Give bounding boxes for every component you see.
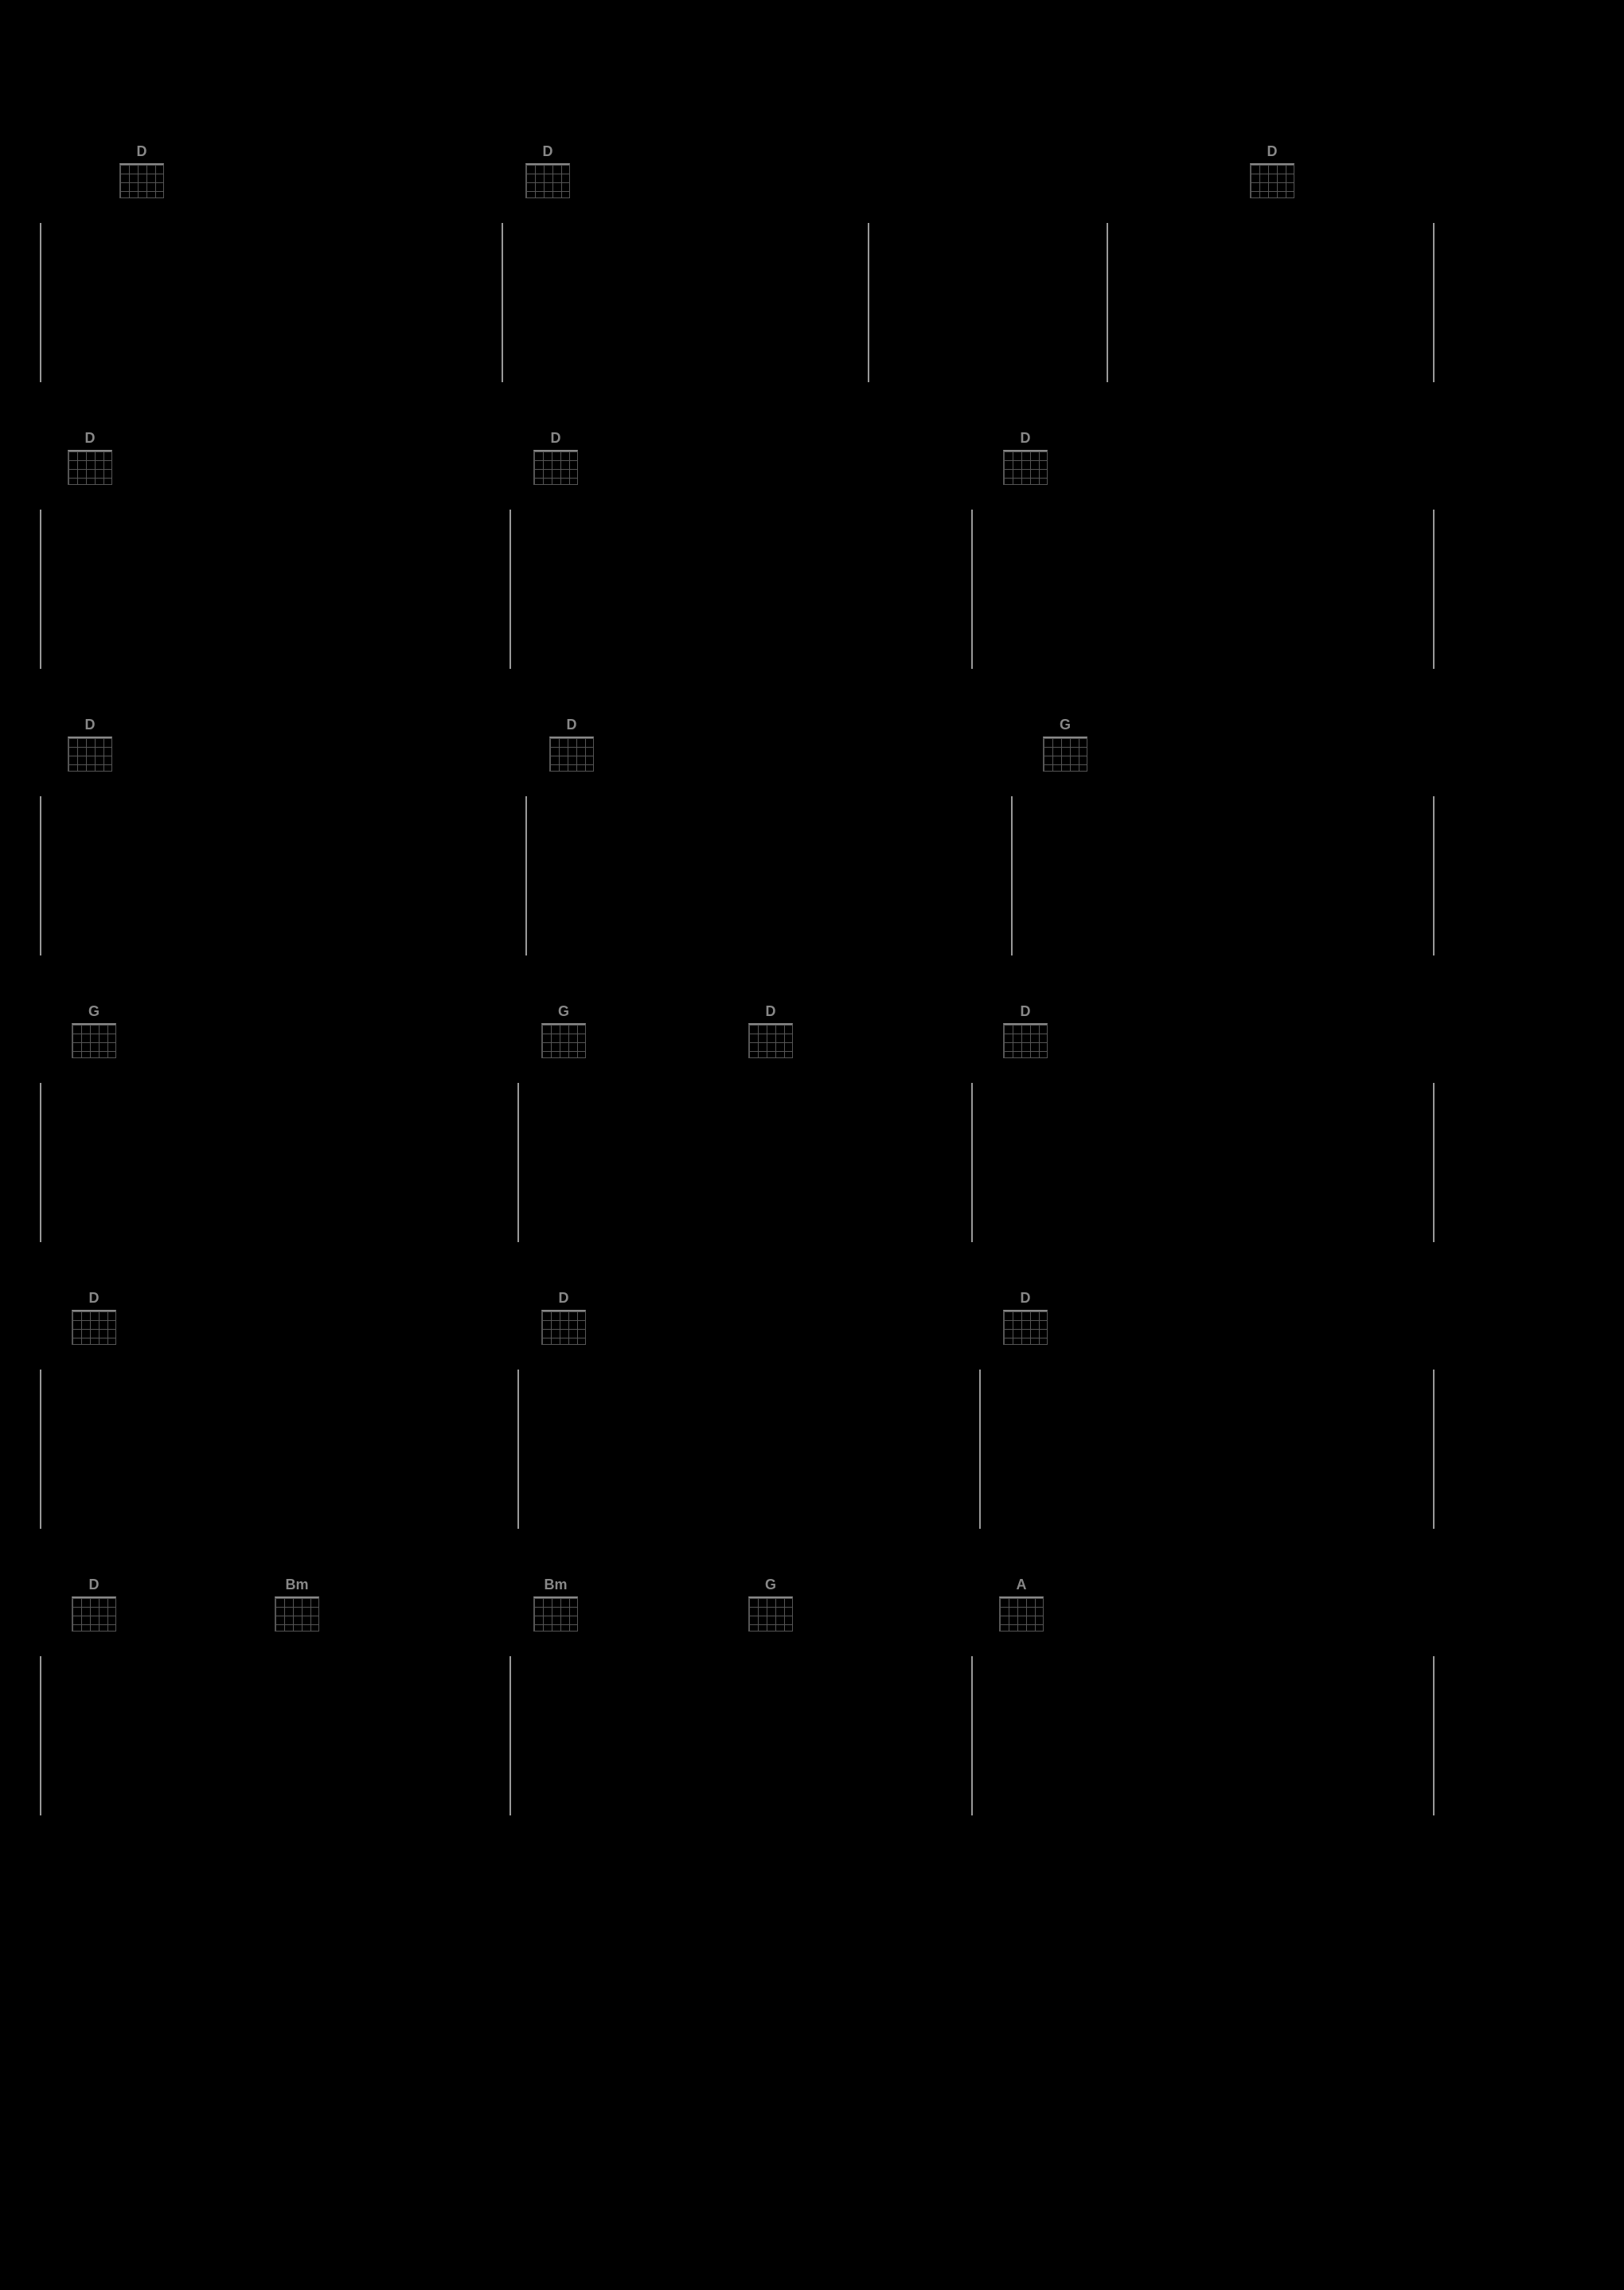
chord-grid xyxy=(1043,737,1087,772)
barline xyxy=(971,1083,973,1242)
chord-diagram: Bm xyxy=(533,1577,578,1632)
chord-name: Bm xyxy=(285,1577,308,1593)
chord-diagram: D xyxy=(748,1003,793,1058)
chord-diagram: D xyxy=(1003,1003,1048,1058)
sheet-page: D D D D D D D D G G G D D D D D D Bm Bm G A xyxy=(0,0,1624,2290)
chord-name: D xyxy=(1267,143,1278,160)
chord-name: D xyxy=(551,430,561,447)
chord-diagram: D xyxy=(525,143,570,198)
chord-name: D xyxy=(89,1577,100,1593)
barline xyxy=(40,223,41,382)
chord-grid xyxy=(72,1310,116,1345)
chord-diagram: D xyxy=(549,717,594,772)
chord-name: D xyxy=(567,717,577,733)
chord-name: D xyxy=(89,1290,100,1307)
chord-name: Bm xyxy=(544,1577,567,1593)
chord-grid xyxy=(72,1023,116,1058)
chord-name: D xyxy=(1021,1290,1031,1307)
chord-name: D xyxy=(1021,430,1031,447)
chord-grid xyxy=(68,737,112,772)
chord-diagram: G xyxy=(72,1003,116,1058)
chord-grid xyxy=(275,1596,319,1632)
barline xyxy=(40,1656,41,1815)
chord-name: G xyxy=(558,1003,569,1020)
barline xyxy=(971,1656,973,1815)
chord-name: D xyxy=(559,1290,569,1307)
chord-name: G xyxy=(88,1003,100,1020)
chord-diagram: D xyxy=(72,1290,116,1345)
barline xyxy=(517,1370,519,1529)
chord-diagram: D xyxy=(1003,430,1048,485)
barline xyxy=(502,223,503,382)
barline xyxy=(971,510,973,669)
chord-grid xyxy=(119,163,164,198)
chord-grid xyxy=(999,1596,1044,1632)
chord-diagram: D xyxy=(1250,143,1294,198)
chord-diagram: D xyxy=(1003,1290,1048,1345)
chord-grid xyxy=(541,1023,586,1058)
chord-diagram: D xyxy=(541,1290,586,1345)
chord-grid xyxy=(1250,163,1294,198)
chord-name: G xyxy=(1060,717,1071,733)
chord-name: G xyxy=(765,1577,776,1593)
chord-grid xyxy=(72,1596,116,1632)
chord-name: D xyxy=(85,430,96,447)
barline xyxy=(525,796,527,955)
chord-grid xyxy=(748,1023,793,1058)
chord-grid xyxy=(1003,1310,1048,1345)
barline xyxy=(509,510,511,669)
chord-grid xyxy=(68,450,112,485)
barline xyxy=(1011,796,1013,955)
chord-diagram: G xyxy=(748,1577,793,1632)
barline xyxy=(509,1656,511,1815)
chord-grid xyxy=(533,1596,578,1632)
chord-grid xyxy=(533,450,578,485)
barline xyxy=(40,1370,41,1529)
barline xyxy=(868,223,869,382)
chord-grid xyxy=(1003,450,1048,485)
chord-name: D xyxy=(137,143,147,160)
barline xyxy=(40,1083,41,1242)
chord-grid xyxy=(748,1596,793,1632)
chord-diagram: D xyxy=(72,1577,116,1632)
barline xyxy=(1433,1656,1435,1815)
chord-diagram: Bm xyxy=(275,1577,319,1632)
barline xyxy=(979,1370,981,1529)
chord-diagram: D xyxy=(68,717,112,772)
barline xyxy=(1107,223,1108,382)
chord-diagram: A xyxy=(999,1577,1044,1632)
chord-grid xyxy=(549,737,594,772)
chord-diagram: D xyxy=(533,430,578,485)
chord-name: D xyxy=(766,1003,776,1020)
chord-grid xyxy=(1003,1023,1048,1058)
chord-grid xyxy=(541,1310,586,1345)
barline xyxy=(1433,510,1435,669)
chord-name: A xyxy=(1017,1577,1027,1593)
chord-diagram: D xyxy=(68,430,112,485)
barline xyxy=(1433,1083,1435,1242)
chord-diagram: G xyxy=(1043,717,1087,772)
chord-name: D xyxy=(1021,1003,1031,1020)
barline xyxy=(517,1083,519,1242)
barline xyxy=(1433,223,1435,382)
chord-diagram: G xyxy=(541,1003,586,1058)
chord-diagram: D xyxy=(119,143,164,198)
barline xyxy=(1433,796,1435,955)
chord-name: D xyxy=(543,143,553,160)
barline xyxy=(40,796,41,955)
chord-grid xyxy=(525,163,570,198)
barline xyxy=(40,510,41,669)
chord-name: D xyxy=(85,717,96,733)
barline xyxy=(1433,1370,1435,1529)
